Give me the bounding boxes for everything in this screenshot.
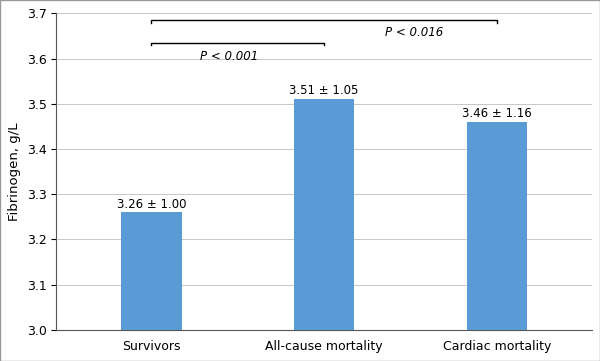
Text: 3.26 ± 1.00: 3.26 ± 1.00	[116, 197, 186, 210]
Text: 3.46 ± 1.16: 3.46 ± 1.16	[462, 107, 532, 120]
Bar	[121, 212, 182, 330]
Bar	[294, 99, 354, 330]
Bar	[467, 122, 527, 330]
Y-axis label: Fibrinogen, g/L: Fibrinogen, g/L	[8, 122, 22, 221]
Text: 3.51 ± 1.05: 3.51 ± 1.05	[289, 84, 359, 97]
Text: P < 0.016: P < 0.016	[385, 26, 443, 39]
Text: P < 0.001: P < 0.001	[200, 50, 258, 63]
